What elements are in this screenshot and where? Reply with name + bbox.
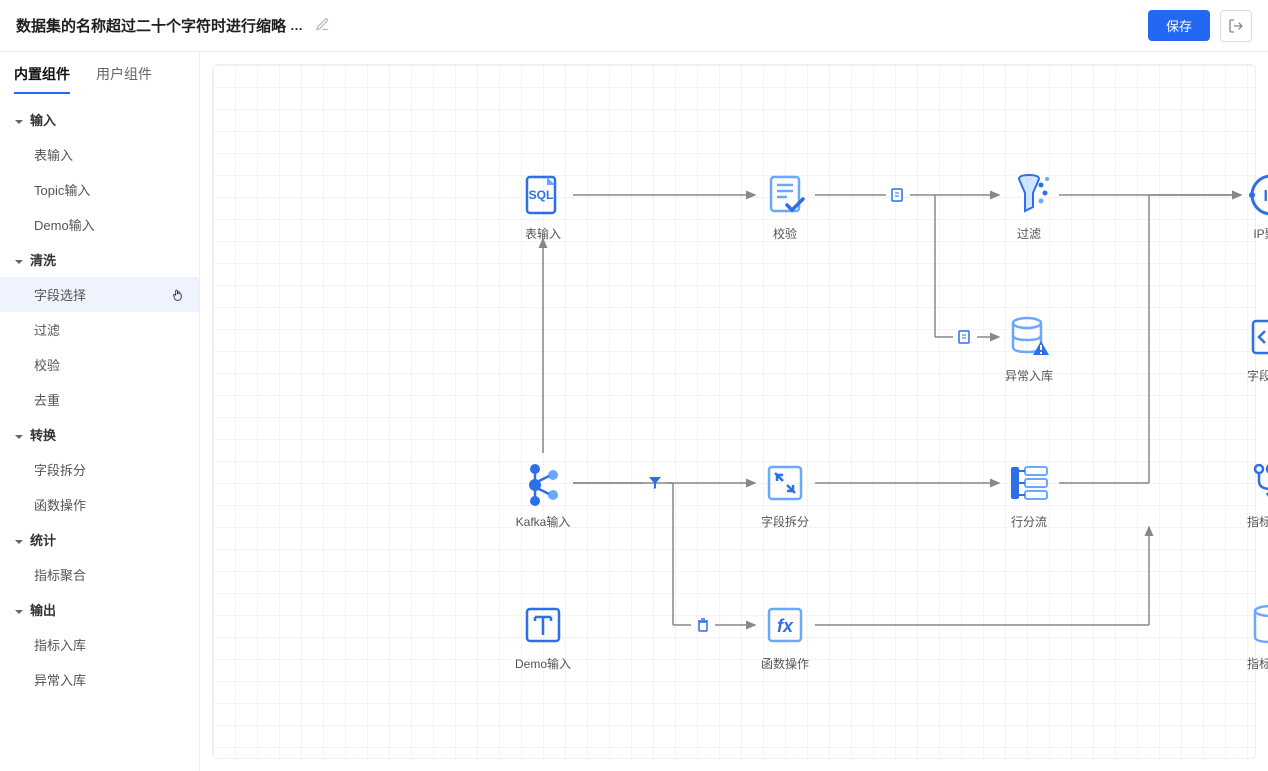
db-chart-icon [1247,601,1268,649]
flow-node-n_metric_db[interactable]: 指标入库 [1231,601,1268,672]
cursor-icon [171,288,185,302]
edge-port-trash-icon[interactable] [695,617,711,633]
node-label: 行分流 [989,513,1069,530]
tree-item-label: 过滤 [34,320,60,339]
kafka-icon [519,459,567,507]
title-ellipsis: … [290,18,303,33]
db-warn-icon [1005,313,1053,361]
tree-item[interactable]: 字段选择 [0,277,199,312]
tree-group-label: 转换 [30,425,56,444]
save-button[interactable]: 保存 [1148,10,1210,41]
tree-item[interactable]: 指标聚合 [0,557,199,592]
tab-builtin[interactable]: 内置组件 [14,64,70,94]
flow-node-n_error_db[interactable]: 异常入库 [989,313,1069,384]
tree-item-label: 去重 [34,390,60,409]
tree-group-1[interactable]: 清洗 [0,242,199,277]
flow-node-n_split[interactable]: 字段拆分 [745,459,825,530]
tree-group-0[interactable]: 输入 [0,102,199,137]
tree-item[interactable]: Demo输入 [0,207,199,242]
node-label: 字段选择 [1231,367,1268,384]
tree-item-label: 函数操作 [34,495,86,514]
flow-node-n_table_in[interactable]: SQL 表输入 [503,171,583,242]
node-label: 指标入库 [1231,655,1268,672]
node-label: 过滤 [989,225,1069,242]
flow-canvas[interactable]: SQL表输入校验过滤IPIP聚合异常入库字段选择Kafka输入字段拆分行分流指标… [212,64,1256,759]
fx-icon: fx [761,601,809,649]
tree-item[interactable]: 字段拆分 [0,452,199,487]
flow-node-n_agg[interactable]: 指标聚合 [1231,459,1268,530]
tree-group-label: 统计 [30,530,56,549]
flow-node-n_demo_in[interactable]: Demo输入 [503,601,583,672]
flow-node-n_kafka[interactable]: Kafka输入 [503,459,583,530]
tree-item[interactable]: 指标入库 [0,627,199,662]
node-label: IP聚合 [1231,225,1268,242]
node-label: 函数操作 [745,655,825,672]
node-label: 异常入库 [989,367,1069,384]
branch-down-icon [1247,459,1268,507]
tree-item[interactable]: 表输入 [0,137,199,172]
header-bar: 数据集的名称超过二十个字符时进行缩略 … 保存 [0,0,1268,52]
edit-title-icon[interactable] [315,17,330,35]
tree-item-label: 字段拆分 [34,460,86,479]
flow-node-n_field_sel[interactable]: 字段选择 [1231,313,1268,384]
svg-text:SQL: SQL [529,188,554,202]
filter-dots-icon [1005,171,1053,219]
code-icon [1247,313,1268,361]
tree-group-4[interactable]: 输出 [0,592,199,627]
tree-item[interactable]: Topic输入 [0,172,199,207]
list-branch-icon [1005,459,1053,507]
tree-item[interactable]: 过滤 [0,312,199,347]
tree-item-label: 指标聚合 [34,565,86,584]
svg-text:IP: IP [1263,188,1268,205]
tree-item-label: 指标入库 [34,635,86,654]
text-t-icon [519,601,567,649]
flow-node-n_filter[interactable]: 过滤 [989,171,1069,242]
node-label: Kafka输入 [503,513,583,530]
flow-node-n_ip[interactable]: IP IP聚合 [1231,171,1268,242]
tree-group-label: 输入 [30,110,56,129]
node-label: 指标聚合 [1231,513,1268,530]
edge-port-funnel-icon[interactable] [647,475,663,491]
split-arrows-icon [761,459,809,507]
tree-item[interactable]: 异常入库 [0,662,199,697]
tree-item-label: 异常入库 [34,670,86,689]
tree-item-label: 校验 [34,355,60,374]
node-label: 字段拆分 [745,513,825,530]
component-sidebar: 内置组件 用户组件 输入表输入 Topic输入 Demo输入清洗字段选择过滤校验去重… [0,52,200,771]
tree-item-label: 表输入 [34,145,73,164]
tree-item[interactable]: 去重 [0,382,199,417]
page-title: 数据集的名称超过二十个字符时进行缩略 [16,15,286,36]
tree-item-label: Topic输入 [34,180,90,199]
flow-node-n_validate[interactable]: 校验 [745,171,825,242]
flow-node-n_row_branch[interactable]: 行分流 [989,459,1069,530]
doc-check-icon [761,171,809,219]
tree-item-label: Demo输入 [34,215,95,234]
tree-group-2[interactable]: 转换 [0,417,199,452]
tab-user[interactable]: 用户组件 [96,64,152,94]
edge-port-doc-icon[interactable] [890,187,906,203]
edge-port-doc-icon[interactable] [957,329,973,345]
tree-item-label: 字段选择 [34,285,86,304]
svg-text:fx: fx [777,616,794,636]
tree-group-label: 输出 [30,600,56,619]
node-label: 校验 [745,225,825,242]
tree-group-3[interactable]: 统计 [0,522,199,557]
sql-icon: SQL [519,171,567,219]
ip-icon: IP [1247,171,1268,219]
tree-item[interactable]: 校验 [0,347,199,382]
export-button[interactable] [1220,10,1252,42]
tree-item[interactable]: 函数操作 [0,487,199,522]
node-label: 表输入 [503,225,583,242]
tree-group-label: 清洗 [30,250,56,269]
flow-node-n_fx[interactable]: fx 函数操作 [745,601,825,672]
node-label: Demo输入 [503,655,583,672]
